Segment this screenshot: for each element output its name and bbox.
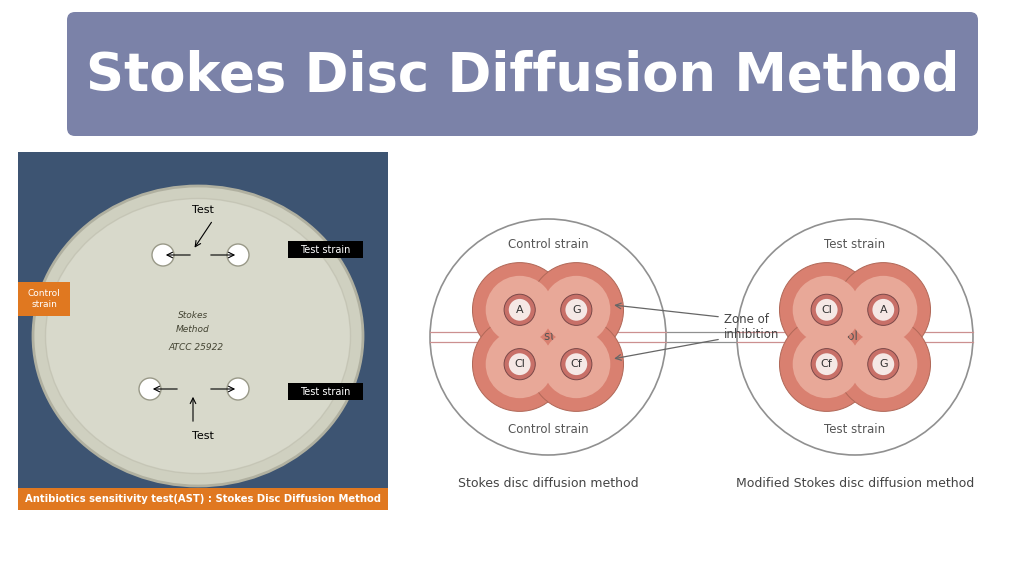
Text: Test strain: Test strain [300, 387, 350, 397]
Circle shape [779, 317, 873, 411]
Circle shape [849, 330, 918, 398]
Circle shape [867, 294, 899, 325]
Circle shape [504, 294, 536, 325]
Circle shape [152, 244, 174, 266]
Circle shape [811, 294, 843, 325]
Text: Control strain: Control strain [815, 331, 895, 343]
Bar [18, 282, 70, 316]
Circle shape [816, 299, 838, 321]
Circle shape [561, 294, 592, 325]
Circle shape [872, 353, 894, 375]
Text: Antibiotics sensitivity test(AST) : Stokes Disc Diffusion Method: Antibiotics sensitivity test(AST) : Stok… [25, 494, 381, 504]
Text: Test strain: Test strain [300, 245, 350, 255]
Text: Test: Test [193, 431, 214, 441]
Circle shape [779, 263, 873, 357]
Circle shape [793, 330, 860, 398]
Circle shape [472, 317, 567, 411]
Circle shape [816, 353, 838, 375]
Text: Control strain: Control strain [508, 423, 589, 435]
Circle shape [227, 244, 249, 266]
Text: Test strain: Test strain [824, 423, 886, 435]
Text: A: A [880, 305, 887, 315]
Text: Cf: Cf [570, 359, 583, 369]
Circle shape [485, 330, 554, 398]
Ellipse shape [33, 186, 362, 486]
Text: Stokes Disc Diffusion Method: Stokes Disc Diffusion Method [86, 50, 959, 102]
Text: Cf: Cf [821, 359, 833, 369]
Text: Zone of
inhibition: Zone of inhibition [724, 313, 779, 341]
Circle shape [543, 330, 610, 398]
FancyBboxPatch shape [67, 12, 978, 136]
Text: Cl: Cl [821, 305, 833, 315]
Text: Stokes: Stokes [178, 310, 208, 320]
Circle shape [737, 219, 973, 455]
Circle shape [504, 348, 536, 380]
Circle shape [867, 348, 899, 380]
Circle shape [837, 263, 931, 357]
Text: Control
strain: Control strain [28, 289, 60, 309]
Ellipse shape [45, 199, 350, 473]
Circle shape [565, 299, 587, 321]
Circle shape [872, 299, 894, 321]
Text: Modified Stokes disc diffusion method: Modified Stokes disc diffusion method [736, 477, 974, 490]
Text: A: A [516, 305, 523, 315]
Text: Test: Test [193, 205, 214, 215]
Circle shape [529, 263, 624, 357]
Text: G: G [879, 359, 888, 369]
Circle shape [485, 276, 554, 344]
Text: Test strain: Test strain [824, 238, 886, 252]
Text: Cl: Cl [514, 359, 525, 369]
Circle shape [811, 348, 843, 380]
Text: G: G [572, 305, 581, 315]
Circle shape [837, 317, 931, 411]
Circle shape [529, 317, 624, 411]
Text: Stokes disc diffusion method: Stokes disc diffusion method [458, 477, 638, 490]
Circle shape [565, 353, 587, 375]
Circle shape [509, 299, 530, 321]
Text: Method: Method [176, 324, 210, 334]
Circle shape [472, 263, 567, 357]
Text: Test strain: Test strain [517, 331, 579, 343]
Circle shape [543, 276, 610, 344]
Bar [288, 383, 362, 400]
Circle shape [430, 219, 666, 455]
Bar [18, 488, 388, 510]
Text: Control strain: Control strain [508, 238, 589, 252]
Bar [288, 241, 362, 258]
Circle shape [509, 353, 530, 375]
Circle shape [849, 276, 918, 344]
Bar [18, 152, 388, 510]
Circle shape [793, 276, 860, 344]
Circle shape [561, 348, 592, 380]
Circle shape [227, 378, 249, 400]
Circle shape [139, 378, 161, 400]
Text: ATCC 25922: ATCC 25922 [168, 343, 223, 353]
